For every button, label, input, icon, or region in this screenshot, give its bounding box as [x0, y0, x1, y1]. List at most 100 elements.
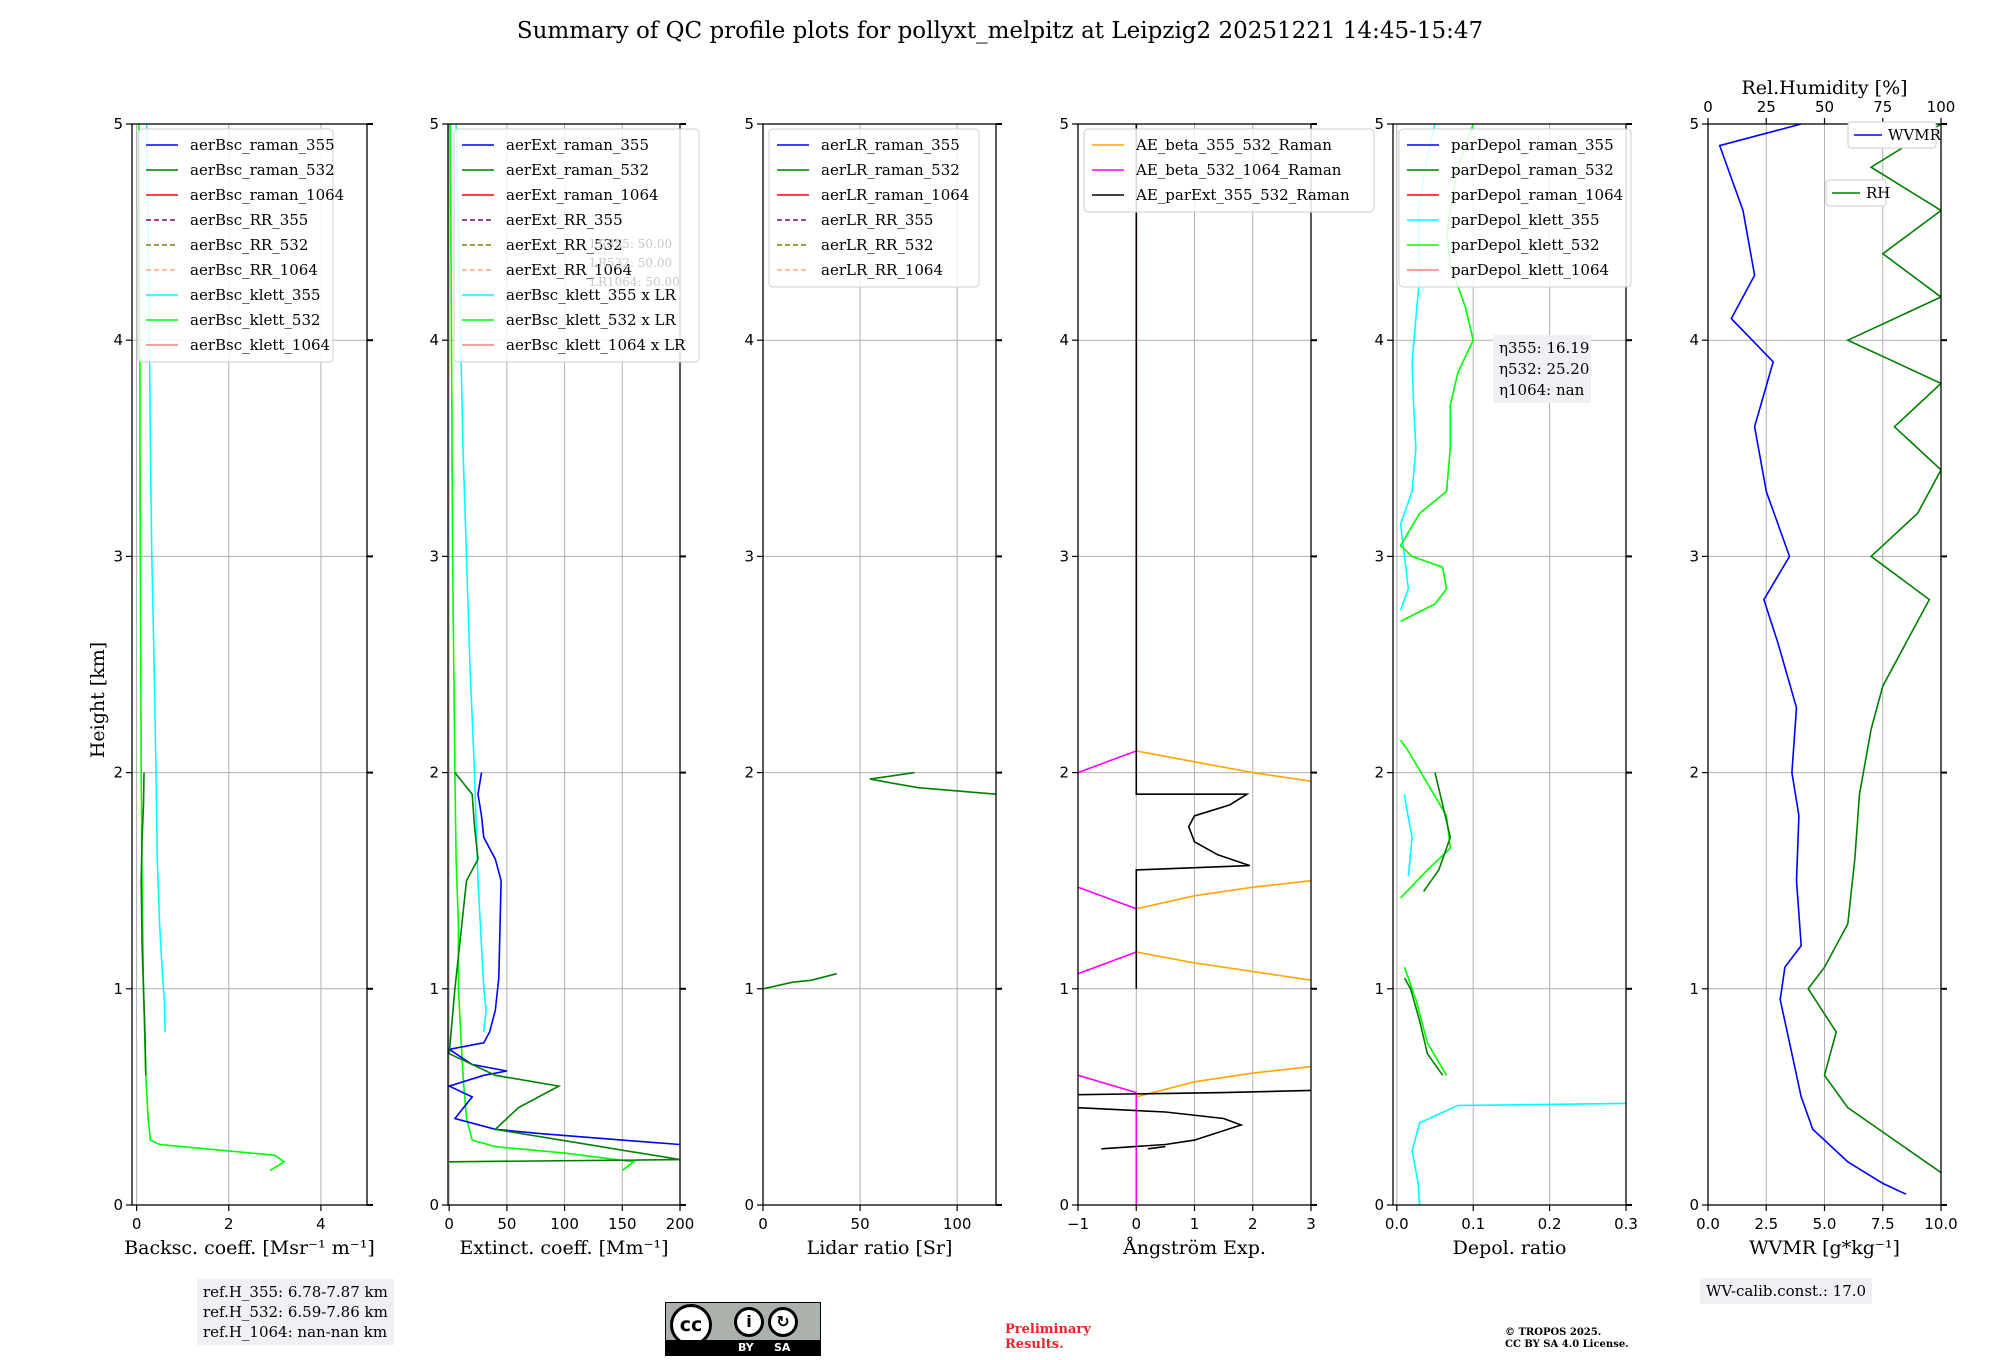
ae-xtick-label: 1 — [1190, 1215, 1200, 1233]
copyright-line-1: © TROPOS 2025. — [1505, 1327, 1602, 1338]
ae-series-line — [1078, 1106, 1244, 1150]
lr-legend-label: aerLR_raman_1064 — [821, 186, 969, 204]
ae-xtick-label: 0 — [1131, 1215, 1141, 1233]
depol-series-line — [1422, 772, 1452, 892]
depol-xtick-label: 0.3 — [1614, 1215, 1638, 1233]
ext-ytick-label: 5 — [429, 115, 439, 133]
by-label: BY — [738, 1341, 754, 1354]
wv-legend-label: WVMR — [1888, 126, 1942, 144]
lr-ytick-label: 5 — [744, 115, 754, 133]
depol-ytick-label: 1 — [1374, 980, 1384, 998]
ae-series-line — [1136, 879, 1311, 910]
ae-ytick-label: 3 — [1059, 547, 1069, 565]
bsc-legend-box — [137, 128, 334, 363]
depol-xtick-label: 0.0 — [1385, 1215, 1409, 1233]
lr-legend-box — [768, 128, 980, 288]
ext-xtick-label: 100 — [550, 1215, 579, 1233]
ae-ytick-label: 1 — [1059, 980, 1069, 998]
eta-box — [1493, 335, 1591, 403]
lr-xtick-label: 100 — [943, 1215, 972, 1233]
bsc-series-line — [140, 772, 147, 1076]
depol-ytick-label: 5 — [1374, 115, 1384, 133]
bsc-ytick-label: 4 — [113, 331, 123, 349]
bsc-legend-label: aerBsc_RR_532 — [190, 236, 308, 254]
ext-xtick-label: 0 — [444, 1215, 454, 1233]
ext-lidar-ratio-note: LR355: 50.00 — [590, 237, 672, 251]
bsc-legend-label: aerBsc_RR_355 — [190, 211, 308, 229]
bsc-ytick-label: 1 — [113, 980, 123, 998]
lr-legend-label: aerLR_raman_532 — [821, 161, 960, 179]
lr-x-axis-label: Lidar ratio [Sr] — [807, 1237, 953, 1259]
preliminary-line-1: Preliminary — [1005, 1322, 1091, 1337]
ext-x-axis-label: Extinct. coeff. [Mm⁻¹] — [459, 1237, 668, 1259]
lr-xtick-label: 0 — [758, 1215, 768, 1233]
reference-height-box: ref.H_355: 6.78-7.87 km ref.H_532: 6.59-… — [197, 1279, 394, 1345]
depol-legend-label: parDepol_raman_1064 — [1451, 186, 1623, 204]
ext-xtick-label: 150 — [608, 1215, 637, 1233]
lr-series-line — [763, 972, 837, 990]
wv-xtick-label: 10.0 — [1924, 1215, 1957, 1233]
ae-series-line — [1078, 951, 1137, 975]
bsc-ytick-label: 5 — [113, 115, 123, 133]
wv-top-tick-label: 100 — [1927, 98, 1956, 116]
depol-series-line — [1399, 739, 1452, 899]
bsc-legend-label: aerBsc_raman_532 — [190, 161, 335, 179]
depol-series-line — [1411, 1102, 1626, 1205]
depol-legend-label: parDepol_klett_1064 — [1451, 261, 1609, 279]
wv-xtick-label: 5.0 — [1813, 1215, 1837, 1233]
y-axis-label: Height [km] — [87, 642, 109, 758]
wv-ytick-label: 3 — [1689, 547, 1699, 565]
ref-height-355: ref.H_355: 6.78-7.87 km — [203, 1283, 388, 1301]
ref-height-1064: ref.H_1064: nan-nan km — [203, 1323, 388, 1341]
ext-legend-label: aerBsc_klett_1064 x LR — [506, 336, 686, 354]
lr-ytick-label: 1 — [744, 980, 754, 998]
ae-xtick-label: 2 — [1248, 1215, 1258, 1233]
bsc-xtick-label: 0 — [132, 1215, 142, 1233]
bsc-frame — [131, 123, 368, 1206]
wv-ytick-label: 0 — [1689, 1196, 1699, 1214]
attribution-icon: i — [734, 1307, 764, 1337]
wv-ytick-label: 1 — [1689, 980, 1699, 998]
lr-legend-label: aerLR_RR_532 — [821, 236, 933, 254]
ae-ytick-label: 2 — [1059, 764, 1069, 782]
depol-legend-label: parDepol_klett_532 — [1451, 236, 1600, 254]
depol-panel: 0.0 0.1 0.2 0.3 0 1 2 3 4 5 Depol. ratio parDepol_r… — [1374, 115, 1637, 1259]
ext-xtick-label: 50 — [497, 1215, 516, 1233]
copyright-line-2: CC BY SA 4.0 License. — [1505, 1339, 1629, 1350]
ext-ytick-label: 0 — [429, 1196, 439, 1214]
ae-x-axis-label: Ångström Exp. — [1122, 1237, 1266, 1259]
bsc-legend-label: aerBsc_klett_355 — [190, 286, 321, 304]
bsc-xtick-label: 4 — [316, 1215, 326, 1233]
wv-legend-box — [1847, 121, 1937, 149]
depol-series-line — [1403, 977, 1444, 1076]
bsc-legend-label: aerBsc_RR_1064 — [190, 261, 318, 279]
wv-xtick-label: 7.5 — [1871, 1215, 1895, 1233]
bsc-ytick-label: 0 — [113, 1196, 123, 1214]
lr-ytick-label: 0 — [744, 1196, 754, 1214]
depol-xtick-label: 0.1 — [1461, 1215, 1485, 1233]
ext-ytick-label: 1 — [429, 980, 439, 998]
depol-legend-label: parDepol_klett_355 — [1451, 211, 1600, 229]
ext-legend-label: aerExt_RR_1064 — [506, 261, 632, 279]
figure-title: Summary of QC profile plots for pollyxt_… — [516, 18, 1484, 44]
wv-top-axis-label: Rel.Humidity [%] — [1741, 77, 1907, 99]
ae-series-line — [1135, 124, 1251, 989]
depol-xtick-label: 0.2 — [1538, 1215, 1562, 1233]
bsc-ytick-label: 2 — [113, 764, 123, 782]
ext-legend-label: aerExt_raman_355 — [506, 136, 649, 154]
ext-xtick-label: 200 — [666, 1215, 695, 1233]
ext-ytick-label: 2 — [429, 764, 439, 782]
ae-legend-label: AE_beta_532_1064_Raman — [1135, 161, 1342, 179]
bsc-legend-label: aerBsc_klett_1064 — [190, 336, 330, 354]
wv-top-tick-label: 75 — [1873, 98, 1892, 116]
ext-lidar-ratio-note: LR532: 50.00 — [590, 256, 672, 270]
wv-series-line — [1718, 124, 1907, 1195]
depol-series-line — [1403, 794, 1413, 877]
ext-ytick-label: 3 — [429, 547, 439, 565]
wv-ytick-label: 4 — [1689, 331, 1699, 349]
share-alike-icon: ↻ — [768, 1307, 798, 1337]
ae-series-line — [1078, 886, 1137, 910]
ext-legend-box — [453, 128, 700, 363]
ae-legend-box — [1083, 128, 1375, 213]
